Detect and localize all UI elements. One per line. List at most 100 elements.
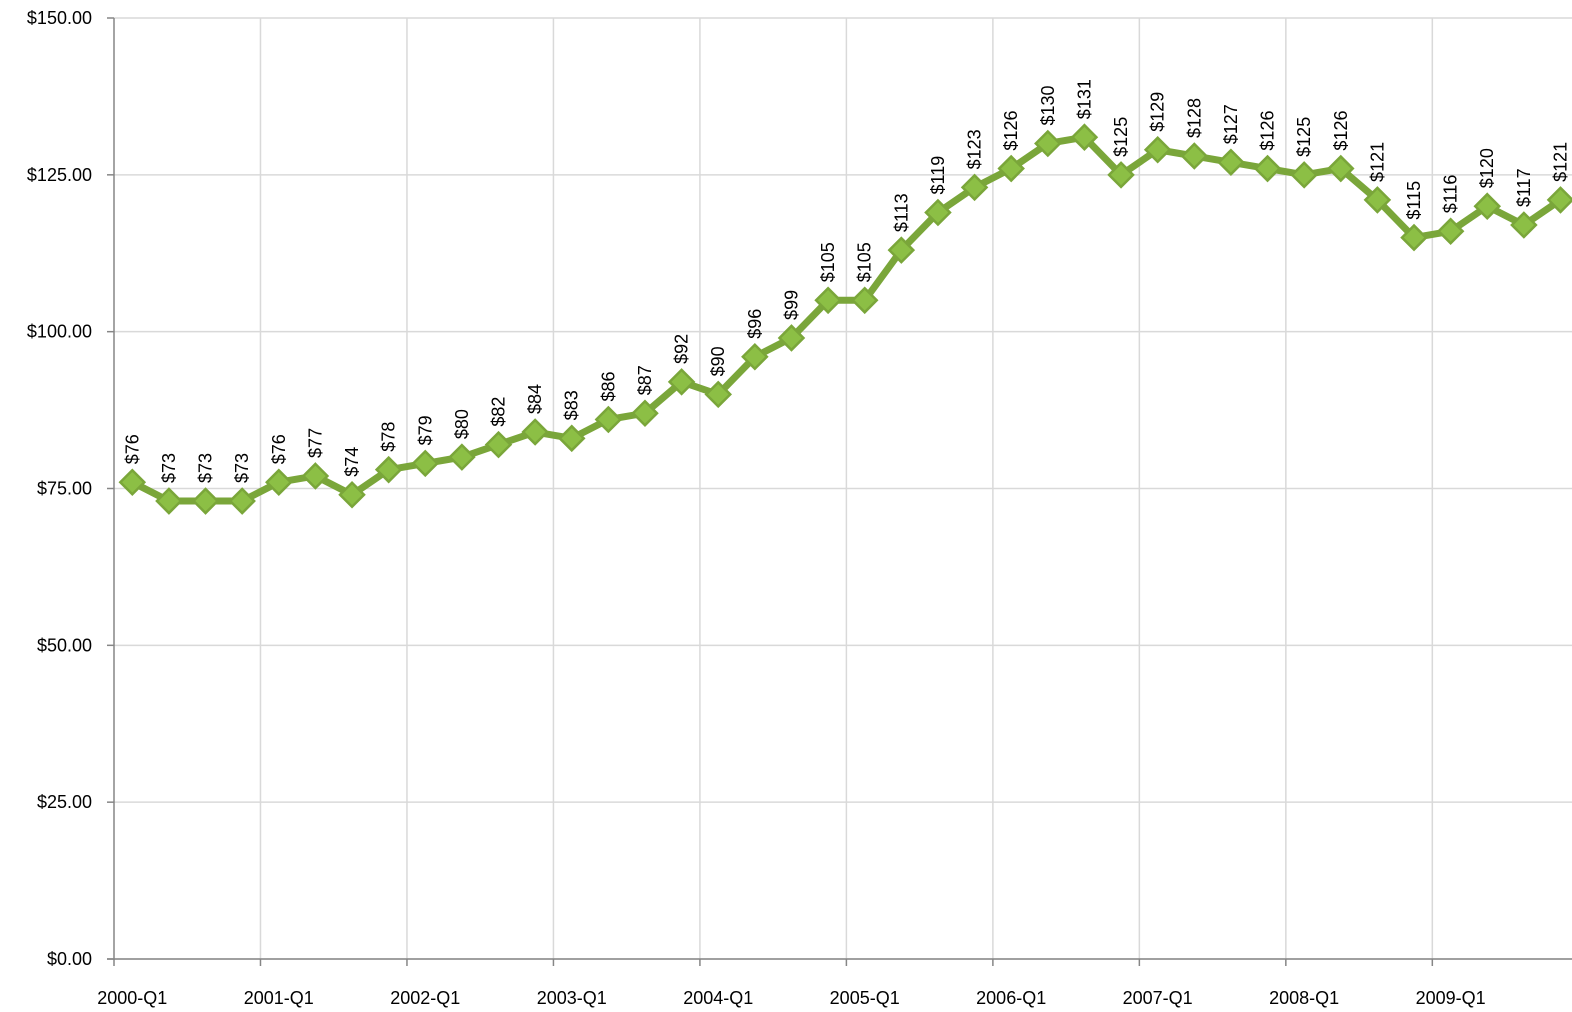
x-tick-label: 2005-Q1 (830, 988, 900, 1008)
x-tick-label: 2002-Q1 (390, 988, 460, 1008)
marker (631, 399, 659, 427)
y-tick-label: $125.00 (27, 165, 92, 185)
marker (924, 198, 952, 227)
data-label: $126 (1331, 111, 1351, 151)
marker (1436, 217, 1465, 246)
x-tick-label: 2007-Q1 (1123, 988, 1193, 1008)
data-label: $125 (1111, 117, 1131, 157)
data-label: $84 (525, 384, 545, 414)
marker (191, 487, 220, 515)
marker (814, 286, 842, 315)
data-label: $79 (415, 415, 435, 445)
marker (118, 468, 147, 496)
marker (1143, 135, 1172, 164)
y-tick-label: $50.00 (37, 635, 92, 655)
data-label: $126 (1001, 111, 1021, 151)
y-tick-label: $25.00 (37, 792, 92, 812)
marker (1473, 192, 1502, 220)
marker (1510, 211, 1538, 239)
data-label: $82 (489, 397, 509, 427)
x-tick-label: 2000-Q1 (97, 988, 167, 1008)
x-tick-label: 2009-Q1 (1416, 988, 1486, 1008)
y-tick-label: $75.00 (37, 479, 92, 499)
data-label: $115 (1404, 181, 1424, 220)
marker (887, 236, 916, 264)
marker (741, 342, 769, 371)
data-label: $96 (745, 309, 765, 339)
marker (484, 430, 513, 459)
marker (1070, 123, 1099, 151)
data-label: $73 (232, 453, 252, 483)
data-label: $127 (1221, 104, 1241, 144)
y-tick-label: $150.00 (27, 8, 92, 28)
data-label: $90 (708, 346, 728, 376)
data-label: $128 (1184, 98, 1204, 138)
marker (1107, 161, 1135, 189)
marker (594, 405, 623, 434)
data-label: $105 (855, 242, 875, 282)
marker (1253, 154, 1282, 183)
y-tick-label: $100.00 (27, 322, 92, 342)
marker (155, 487, 183, 515)
marker (301, 462, 330, 490)
x-tick-label: 2001-Q1 (244, 988, 314, 1008)
data-label: $126 (1258, 111, 1278, 151)
marker (1400, 223, 1428, 252)
y-tick-label: $0.00 (47, 949, 92, 969)
marker (1217, 148, 1245, 177)
data-label: $76 (122, 434, 142, 464)
marker (521, 418, 549, 446)
marker (704, 380, 732, 409)
data-label: $80 (452, 409, 472, 439)
marker (850, 286, 879, 315)
marker (557, 424, 586, 453)
data-label: $131 (1074, 79, 1094, 119)
data-label: $123 (965, 129, 985, 169)
marker (997, 154, 1025, 183)
data-label: $113 (891, 193, 911, 232)
data-label: $74 (342, 447, 362, 477)
marker (411, 449, 440, 478)
x-tick-label: 2003-Q1 (537, 988, 607, 1008)
marker (1327, 154, 1355, 183)
data-label: $125 (1294, 117, 1314, 157)
x-tick-label: 2008-Q1 (1269, 988, 1339, 1008)
data-label: $76 (269, 434, 289, 464)
marker (1290, 161, 1318, 189)
marker (1034, 129, 1062, 158)
line (130, 133, 1563, 505)
marker (338, 481, 366, 509)
data-label: $73 (196, 453, 216, 483)
marker (1180, 142, 1209, 170)
data-label: $99 (781, 290, 801, 320)
marker (448, 443, 476, 471)
data-label: $117 (1514, 168, 1534, 207)
x-tick-label: 2004-Q1 (683, 988, 753, 1008)
marker (667, 368, 696, 396)
x-tick-label: 2006-Q1 (976, 988, 1046, 1008)
data-label: $129 (1148, 92, 1168, 132)
data-label: $119 (928, 156, 948, 195)
data-label: $105 (818, 242, 838, 282)
data-label: $121 (1550, 142, 1570, 182)
marker (265, 468, 293, 496)
data-label: $121 (1367, 142, 1387, 182)
data-label: $130 (1038, 85, 1058, 125)
data-label: $83 (562, 390, 582, 420)
data-label: $92 (672, 334, 692, 364)
data-label: $120 (1477, 148, 1497, 188)
marker (1363, 186, 1392, 214)
data-label: $86 (598, 371, 618, 401)
marker (960, 173, 989, 202)
marker (1546, 186, 1572, 214)
data-label: $78 (379, 422, 399, 452)
data-label: $87 (635, 365, 655, 395)
marker (228, 487, 256, 515)
data-label: $73 (159, 453, 179, 483)
data-label: $116 (1441, 175, 1461, 214)
marker (777, 324, 806, 352)
data-label: $77 (305, 428, 325, 458)
marker (374, 455, 403, 484)
